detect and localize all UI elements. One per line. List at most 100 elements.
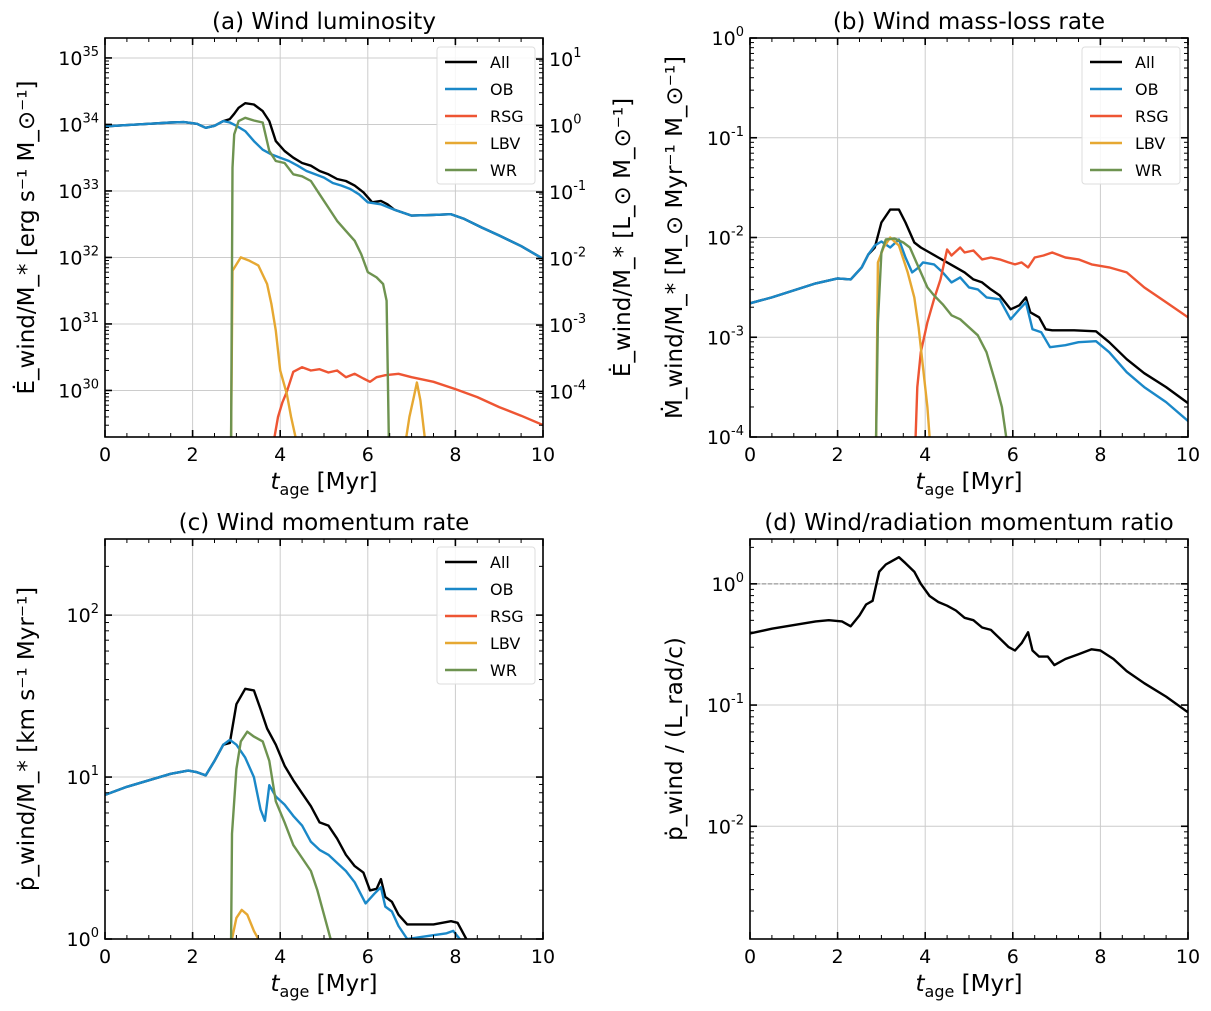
y-tick-exponent: -3 [731, 324, 744, 339]
series-line-lbv_late [405, 381, 426, 437]
xlabel-var: t [915, 971, 925, 997]
right-y-tick-label: 10-4 [549, 379, 586, 404]
y-tick-exponent: 34 [82, 111, 99, 126]
series-line-rsg [914, 246, 1188, 437]
y-tick-label: 10-2 [707, 813, 744, 838]
right-y-tick-exponent: -3 [573, 312, 586, 327]
x-tick-label: 8 [1094, 444, 1106, 466]
series-line-wr [229, 116, 390, 437]
x-tick-label: 2 [832, 946, 844, 968]
y-tick-label: 1030 [58, 377, 99, 402]
y-tick-exponent: 35 [82, 45, 99, 60]
x-tick-label: 8 [449, 946, 461, 968]
legend-label-ob: OB [490, 580, 514, 599]
x-axis-label: tage [Myr] [915, 971, 1022, 1001]
right-y-tick-label: 100 [549, 113, 581, 138]
y-axis-label: Ṁ_wind/M_* [M_⊙ Myr⁻¹ M_⊙⁻¹] [660, 56, 688, 419]
right-y-tick-exponent: 1 [573, 46, 581, 61]
series-line-wr [874, 237, 1008, 437]
xlabel-var: t [270, 469, 280, 495]
y-tick-base: 10 [712, 574, 736, 596]
series-line-ob [105, 119, 543, 260]
x-tick-label: 4 [274, 444, 286, 466]
y-tick-base: 10 [712, 28, 736, 50]
series-group [105, 687, 468, 939]
legend-label-rsg: RSG [490, 107, 524, 126]
legend-box [1081, 46, 1181, 185]
y-tick-base: 10 [67, 767, 91, 789]
y-tick-exponent: 1 [91, 764, 99, 779]
x-tick-label: 6 [362, 946, 374, 968]
legend: All OB RSG LBV WR [436, 546, 536, 685]
xlabel-sub: age [280, 480, 310, 499]
grid [750, 539, 1188, 939]
y-tick-exponent: -2 [731, 813, 744, 828]
y-tick-exponent: 32 [82, 244, 99, 259]
panel-title: (b) Wind mass-loss rate [833, 9, 1105, 35]
y-tick-exponent: -4 [731, 424, 744, 439]
x-tick-label: 10 [1176, 946, 1200, 968]
series-line-lbv [230, 908, 260, 939]
y-tick-label: 10-1 [707, 125, 744, 150]
y-tick-exponent: 33 [82, 178, 99, 193]
y-tick-exponent: 2 [91, 602, 99, 617]
y-tick-exponent: 0 [91, 926, 99, 941]
y-tick-base: 10 [707, 427, 731, 449]
legend-label-lbv: LBV [490, 634, 520, 653]
series-line-all [750, 556, 1188, 714]
x-tick-label: 0 [744, 946, 756, 968]
series-group [750, 556, 1188, 714]
y-axis-label: ṗ_wind/M_* [km s⁻¹ Myr⁻¹] [14, 587, 40, 891]
y-tick-label: 100 [712, 571, 744, 596]
right-y-tick-label: 101 [549, 46, 581, 71]
y-tick-label: 101 [67, 764, 99, 789]
legend: All OB RSG LBV WR [436, 46, 536, 185]
right-y-axis-label: Ė_wind/M_* [L_⊙ M_⊙⁻¹] [608, 98, 636, 377]
y-tick-exponent: 0 [736, 25, 744, 40]
legend-label-rsg: RSG [1135, 107, 1169, 126]
right-y-tick-base: 10 [549, 382, 573, 404]
series-line-lbv [229, 256, 297, 437]
y-axis-label: ṗ_wind / (L_rad/c) [662, 637, 688, 841]
legend-label-lbv: LBV [490, 134, 520, 153]
y-tick-label: 1032 [58, 244, 99, 269]
legend-label-rsg: RSG [490, 607, 524, 626]
y-axis-label: Ė_wind/M_* [erg s⁻¹ M_⊙⁻¹] [12, 80, 40, 394]
panel-title: (d) Wind/radiation momentum ratio [764, 510, 1173, 536]
xlabel-unit: [Myr] [309, 971, 377, 997]
right-y-tick-label: 10-3 [549, 312, 586, 337]
legend-label-all: All [490, 553, 510, 572]
x-tick-label: 6 [362, 444, 374, 466]
right-y-tick-base: 10 [549, 315, 573, 337]
series-group [105, 101, 543, 437]
right-y-tick-base: 10 [549, 182, 573, 204]
y-tick-base: 10 [67, 605, 91, 627]
series-line-wr [229, 730, 332, 939]
panel-title: (a) Wind luminosity [212, 9, 436, 35]
x-tick-label: 6 [1007, 946, 1019, 968]
legend-label-wr: WR [490, 661, 517, 680]
y-tick-base: 10 [707, 327, 731, 349]
legend-label-wr: WR [1135, 161, 1162, 180]
y-tick-base: 10 [58, 380, 82, 402]
y-tick-exponent: 31 [82, 311, 99, 326]
right-y-tick-exponent: -1 [573, 179, 586, 194]
series-line-rsg [273, 366, 543, 437]
x-tick-label: 4 [919, 444, 931, 466]
series-line-all [105, 687, 468, 939]
y-tick-base: 10 [58, 114, 82, 136]
x-tick-label: 4 [274, 946, 286, 968]
y-tick-label: 1035 [58, 45, 99, 70]
legend-label-lbv: LBV [1135, 134, 1165, 153]
xlabel-unit: [Myr] [309, 469, 377, 495]
x-axis-label: tage [Myr] [270, 971, 377, 1001]
x-tick-label: 0 [99, 946, 111, 968]
y-tick-label: 100 [67, 926, 99, 951]
x-tick-label: 0 [99, 444, 111, 466]
legend: All OB RSG LBV WR [1081, 46, 1181, 185]
xlabel-sub: age [925, 480, 955, 499]
legend-label-ob: OB [1135, 80, 1159, 99]
right-y-tick-exponent: -4 [573, 379, 586, 394]
